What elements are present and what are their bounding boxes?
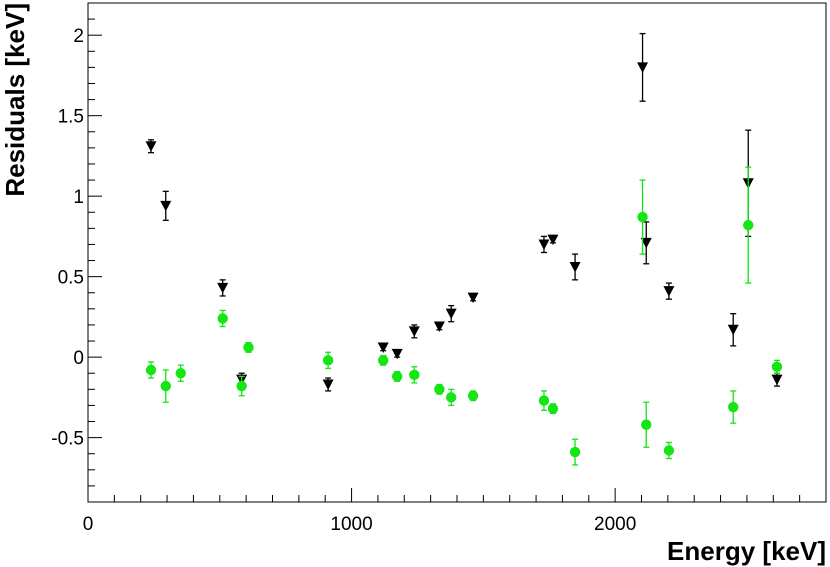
data-point-triangle: [160, 200, 172, 212]
data-point-circle: [538, 395, 550, 406]
y-axis-title: Residuals [keV]: [0, 3, 30, 197]
data-point-circle: [145, 364, 157, 376]
data-point-circle: [637, 211, 648, 223]
data-point-triangle: [445, 308, 457, 320]
data-point-triangle: [377, 342, 389, 353]
data-point-circle: [175, 368, 186, 379]
data-point-circle: [467, 390, 479, 401]
data-point-triangle: [467, 292, 479, 304]
data-point-circle: [728, 401, 739, 413]
x-tick-label: 1000: [330, 514, 372, 535]
data-point-circle: [391, 371, 403, 382]
x-tick-label: 2000: [594, 514, 636, 535]
data-point-triangle: [637, 62, 649, 73]
data-point-circle: [217, 313, 228, 324]
y-tick-label: 1.5: [58, 107, 84, 128]
x-axis-title: Energy [keV]: [667, 536, 826, 566]
y-tick-label: 0: [73, 348, 84, 369]
data-point-circle: [743, 219, 754, 231]
data-point-circle: [569, 446, 581, 458]
data-point-circle: [409, 369, 420, 381]
data-point-triangle: [569, 261, 581, 273]
y-tick-label: 1: [73, 187, 84, 208]
data-marks: [145, 32, 783, 466]
x-tick-label: 0: [83, 514, 94, 535]
data-point-triangle: [391, 348, 403, 360]
data-point-circle: [160, 380, 171, 392]
data-point-triangle: [433, 321, 445, 333]
y-tick-label: 2: [73, 26, 84, 47]
data-point-triangle: [217, 282, 229, 294]
plot-frame: [87, 2, 827, 503]
data-point-triangle: [640, 237, 652, 249]
data-point-circle: [771, 361, 783, 372]
data-point-circle: [663, 445, 675, 456]
data-point-circle: [641, 419, 652, 430]
data-point-triangle: [663, 286, 675, 297]
series-triangle-down: [145, 32, 783, 392]
y-tick-label: 0.5: [58, 268, 84, 289]
data-point-triangle: [322, 379, 334, 390]
data-point-triangle: [547, 234, 559, 246]
data-point-circle: [236, 380, 247, 392]
data-point-circle: [322, 355, 334, 366]
data-point-triangle: [145, 141, 157, 152]
y-axis: -0.5 0 0.5 1 1.5 2: [51, 2, 102, 503]
data-point-circle: [434, 384, 445, 395]
data-point-triangle: [538, 239, 550, 250]
data-point-circle: [378, 355, 389, 366]
data-point-triangle: [727, 324, 739, 336]
series-circle: [145, 166, 783, 466]
data-point-triangle: [771, 374, 783, 386]
y-tick-label: -0.5: [51, 429, 84, 450]
data-point-circle: [446, 392, 457, 403]
data-point-circle: [547, 403, 559, 414]
data-point-triangle: [408, 326, 420, 337]
data-point-circle: [243, 342, 254, 353]
x-axis: 0 1000 2000: [83, 488, 827, 535]
